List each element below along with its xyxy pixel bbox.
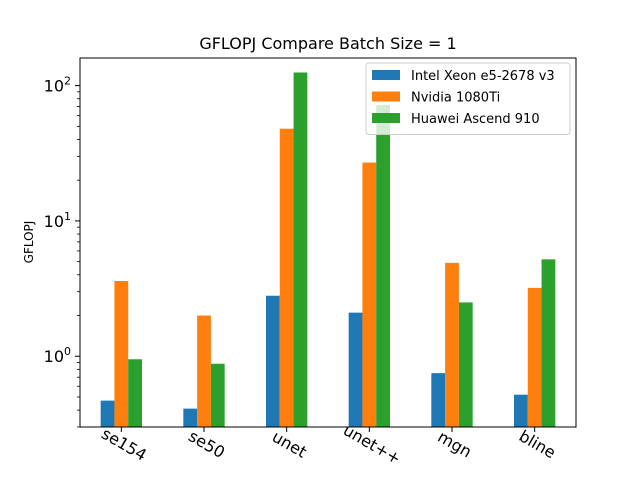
bar-intel-xeon-e5-2678-v3-bline (514, 394, 528, 427)
bar-huawei-ascend-910-se154 (128, 359, 142, 427)
legend-swatch (372, 113, 400, 123)
bar-intel-xeon-e5-2678-v3-unet (266, 295, 280, 427)
y-axis-label: GFLOPJ (22, 221, 36, 264)
legend-swatch (372, 91, 400, 102)
bar-intel-xeon-e5-2678-v3-unet- (348, 312, 363, 427)
bar-intel-xeon-e5-2678-v3-mgn (431, 373, 446, 427)
bar-nvidia-1080ti-se50 (197, 315, 211, 427)
chart-title: GFLOPJ Compare Batch Size = 1 (199, 34, 456, 53)
bar-huawei-ascend-910-se50 (210, 363, 225, 427)
bar-nvidia-1080ti-se154 (114, 280, 129, 427)
bar-nvidia-1080ti-unet- (362, 162, 377, 427)
y-tick-label: 100 (44, 345, 71, 366)
legend-box (365, 62, 571, 135)
bar-huawei-ascend-910-mgn (458, 302, 473, 427)
bar-intel-xeon-e5-2678-v3-se50 (183, 408, 198, 427)
bar-huawei-ascend-910-bline (541, 259, 556, 427)
bar-nvidia-1080ti-unet (279, 128, 294, 427)
bar-huawei-ascend-910-unet (293, 72, 308, 427)
legend-label: Huawei Ascend 910 (411, 112, 540, 127)
bar-nvidia-1080ti-bline (527, 287, 542, 427)
legend-swatch (372, 70, 400, 80)
legend: Intel Xeon e5-2678 v3 Nvidia 1080Ti Huawei… (365, 62, 571, 135)
legend-label: Intel Xeon e5-2678 v3 (411, 69, 555, 84)
legend-label: Nvidia 1080Ti (411, 91, 500, 106)
y-tick-label: 102 (44, 75, 71, 96)
plot-frame (79, 57, 577, 428)
bar-huawei-ascend-910-unet- (376, 104, 390, 428)
bars (100, 72, 556, 428)
bar-nvidia-1080ti-mgn (445, 262, 459, 427)
y-axis: 100 101 102 (44, 75, 80, 428)
bar-intel-xeon-e5-2678-v3-se154 (100, 400, 115, 427)
y-tick-label: 101 (44, 210, 71, 231)
